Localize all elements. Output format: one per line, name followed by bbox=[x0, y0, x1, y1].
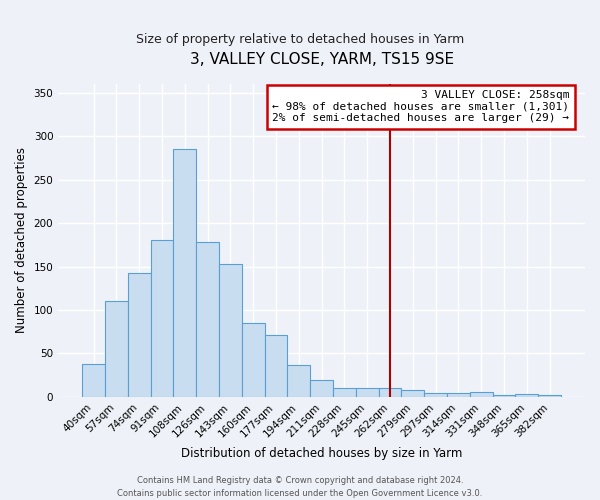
Bar bbox=[173, 149, 196, 397]
Bar bbox=[333, 388, 356, 397]
Bar bbox=[424, 392, 447, 397]
Bar bbox=[82, 364, 105, 397]
Text: Contains HM Land Registry data © Crown copyright and database right 2024.
Contai: Contains HM Land Registry data © Crown c… bbox=[118, 476, 482, 498]
Bar bbox=[538, 395, 561, 397]
Bar bbox=[447, 392, 470, 397]
Bar bbox=[515, 394, 538, 397]
Bar bbox=[470, 392, 493, 397]
Y-axis label: Number of detached properties: Number of detached properties bbox=[15, 148, 28, 334]
Bar bbox=[356, 388, 379, 397]
Bar bbox=[242, 323, 265, 397]
Bar bbox=[310, 380, 333, 397]
Bar bbox=[196, 242, 219, 397]
Text: Size of property relative to detached houses in Yarm: Size of property relative to detached ho… bbox=[136, 32, 464, 46]
Title: 3, VALLEY CLOSE, YARM, TS15 9SE: 3, VALLEY CLOSE, YARM, TS15 9SE bbox=[190, 52, 454, 68]
Bar bbox=[219, 264, 242, 397]
X-axis label: Distribution of detached houses by size in Yarm: Distribution of detached houses by size … bbox=[181, 447, 462, 460]
Bar bbox=[265, 335, 287, 397]
Bar bbox=[493, 395, 515, 397]
Bar bbox=[128, 272, 151, 397]
Bar bbox=[151, 240, 173, 397]
Bar bbox=[401, 390, 424, 397]
Bar bbox=[379, 388, 401, 397]
Text: 3 VALLEY CLOSE: 258sqm
← 98% of detached houses are smaller (1,301)
2% of semi-d: 3 VALLEY CLOSE: 258sqm ← 98% of detached… bbox=[272, 90, 569, 124]
Bar bbox=[105, 302, 128, 397]
Bar bbox=[287, 365, 310, 397]
